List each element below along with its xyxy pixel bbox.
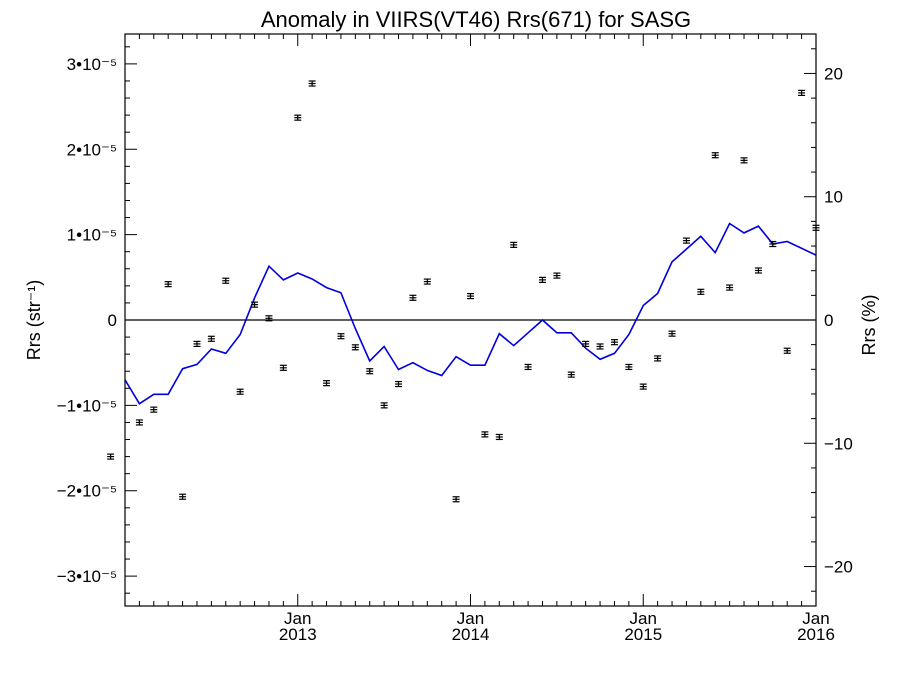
x-tick-label-month: Jan: [284, 609, 311, 628]
data-point: [495, 433, 503, 441]
data-point: [798, 89, 806, 97]
data-point: [452, 496, 460, 503]
y-axis-label-right: Rrs (%): [859, 295, 879, 356]
data-point: [654, 355, 662, 362]
data-point: [610, 339, 618, 346]
data-point: [639, 383, 647, 390]
data-point: [423, 278, 431, 285]
data-point: [467, 292, 474, 300]
data-point: [337, 333, 345, 340]
data-point: [135, 419, 143, 426]
ticks-layer: [124, 34, 817, 606]
x-tick-label-year: 2014: [452, 625, 490, 644]
data-point: [207, 335, 215, 342]
y-axis-label-left: Rrs (str⁻¹): [24, 280, 44, 360]
data-point: [711, 152, 719, 159]
data-point: [409, 294, 417, 301]
data-point: [179, 493, 187, 500]
data-point: [682, 237, 690, 244]
y-tick-label-left: 0: [108, 311, 117, 330]
data-point: [553, 272, 561, 279]
data-point: [769, 240, 777, 248]
data-point: [697, 288, 705, 295]
y-tick-label-left: 2•10⁻⁵: [67, 140, 117, 159]
chart-title: Anomaly in VIIRS(VT46) Rrs(671) for SASG: [261, 7, 691, 32]
data-point: [625, 363, 633, 371]
data-point: [538, 276, 546, 283]
data-point: [567, 371, 575, 378]
tick-labels-layer: Jan2013Jan2014Jan2015Jan20163•10⁻⁵2•10⁻⁵…: [57, 55, 853, 644]
line-series: [125, 222, 816, 405]
data-point: [150, 406, 158, 413]
data-point: [236, 388, 244, 395]
x-tick-label-month: Jan: [457, 609, 484, 628]
data-point: [265, 315, 273, 322]
y-tick-label-right: 20: [824, 64, 843, 83]
data-point: [279, 364, 287, 371]
series-layer: [125, 222, 816, 405]
data-point: [294, 114, 302, 121]
data-point: [308, 80, 316, 87]
points-layer: [107, 80, 820, 503]
data-point: [380, 402, 388, 409]
data-point: [740, 157, 748, 164]
data-point: [510, 241, 518, 248]
y-tick-label-left: 1•10⁻⁵: [67, 226, 117, 245]
data-point: [395, 380, 403, 388]
data-point: [107, 453, 115, 460]
y-tick-label-right: 10: [824, 188, 843, 207]
data-point: [164, 281, 172, 288]
x-tick-label-year: 2016: [797, 625, 835, 644]
data-point: [366, 368, 374, 375]
y-tick-label-left: −2•10⁻⁵: [57, 482, 117, 501]
data-point: [783, 347, 791, 354]
y-tick-label-left: −3•10⁻⁵: [57, 567, 117, 586]
x-tick-label-year: 2015: [624, 625, 662, 644]
data-point: [582, 340, 590, 348]
data-point: [351, 344, 359, 351]
data-point: [524, 363, 532, 371]
x-tick-label-month: Jan: [630, 609, 657, 628]
data-point: [193, 340, 201, 348]
data-point: [251, 301, 259, 308]
data-point: [668, 330, 676, 337]
data-point: [754, 267, 762, 274]
y-tick-label-right: 0: [824, 311, 833, 330]
data-point: [222, 277, 230, 284]
x-tick-label-year: 2013: [279, 625, 317, 644]
data-point: [481, 431, 489, 438]
y-tick-label-right: −10: [824, 434, 853, 453]
y-tick-label-left: −1•10⁻⁵: [57, 396, 117, 415]
y-tick-label-left: 3•10⁻⁵: [67, 55, 117, 74]
data-point: [323, 380, 331, 387]
y-tick-label-right: −20: [824, 558, 853, 577]
data-point: [596, 343, 604, 350]
x-tick-label-month: Jan: [802, 609, 829, 628]
data-point: [726, 284, 734, 291]
